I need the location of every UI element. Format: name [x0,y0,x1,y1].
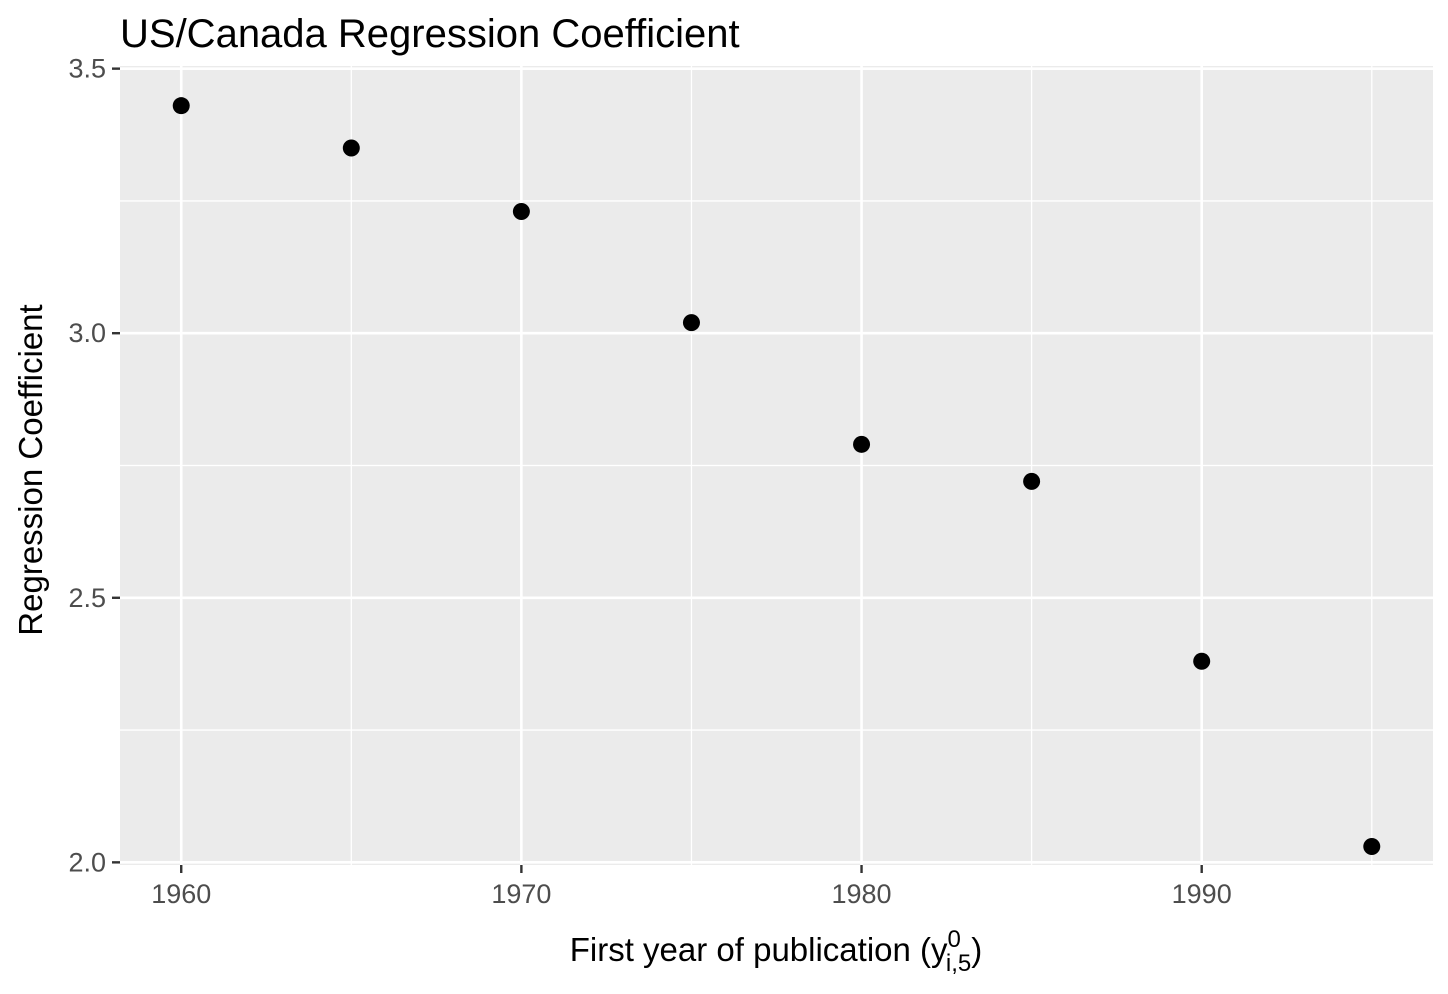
y-tick-label-1: 2.5 [68,583,106,613]
data-point-2 [512,203,530,221]
x-tick-labels: 1960 1970 1980 1990 [151,879,1232,909]
x-axis-title: First year of publication (y0 i,5) [570,926,983,977]
x-tick-label-0: 1960 [151,879,211,909]
data-point-6 [1193,652,1211,670]
y-tick-label-3: 3.5 [68,54,106,84]
y-tick-label-0: 2.0 [68,847,106,877]
data-points [172,97,1381,855]
minor-gridlines [120,66,1433,865]
x-axis-title-close-paren: ) [971,931,982,968]
chart-title: US/Canada Regression Coefficient [120,12,740,56]
data-point-0 [172,97,190,115]
x-axis-title-open-paren: ( [911,931,931,968]
data-point-4 [853,435,871,453]
data-point-5 [1023,472,1041,490]
y-tick-labels: 2.0 2.5 3.0 3.5 [68,54,106,878]
y-tick-label-2: 3.0 [68,318,106,348]
x-axis-variable-subscript: i,5 [946,950,971,977]
x-axis-title-text: First year of publication [570,931,911,968]
data-point-3 [682,314,700,332]
x-axis-variable: y [931,931,948,968]
data-point-1 [342,139,360,157]
x-tick-label-3: 1990 [1172,879,1232,909]
y-axis-title: Regression Coefficient [12,304,49,635]
x-tick-label-1: 1970 [491,879,551,909]
axis-ticks [112,67,1203,873]
x-axis-variable-superscript: 0 [948,926,961,953]
data-point-7 [1363,837,1381,855]
major-gridlines [120,66,1433,865]
x-tick-label-2: 1980 [831,879,891,909]
